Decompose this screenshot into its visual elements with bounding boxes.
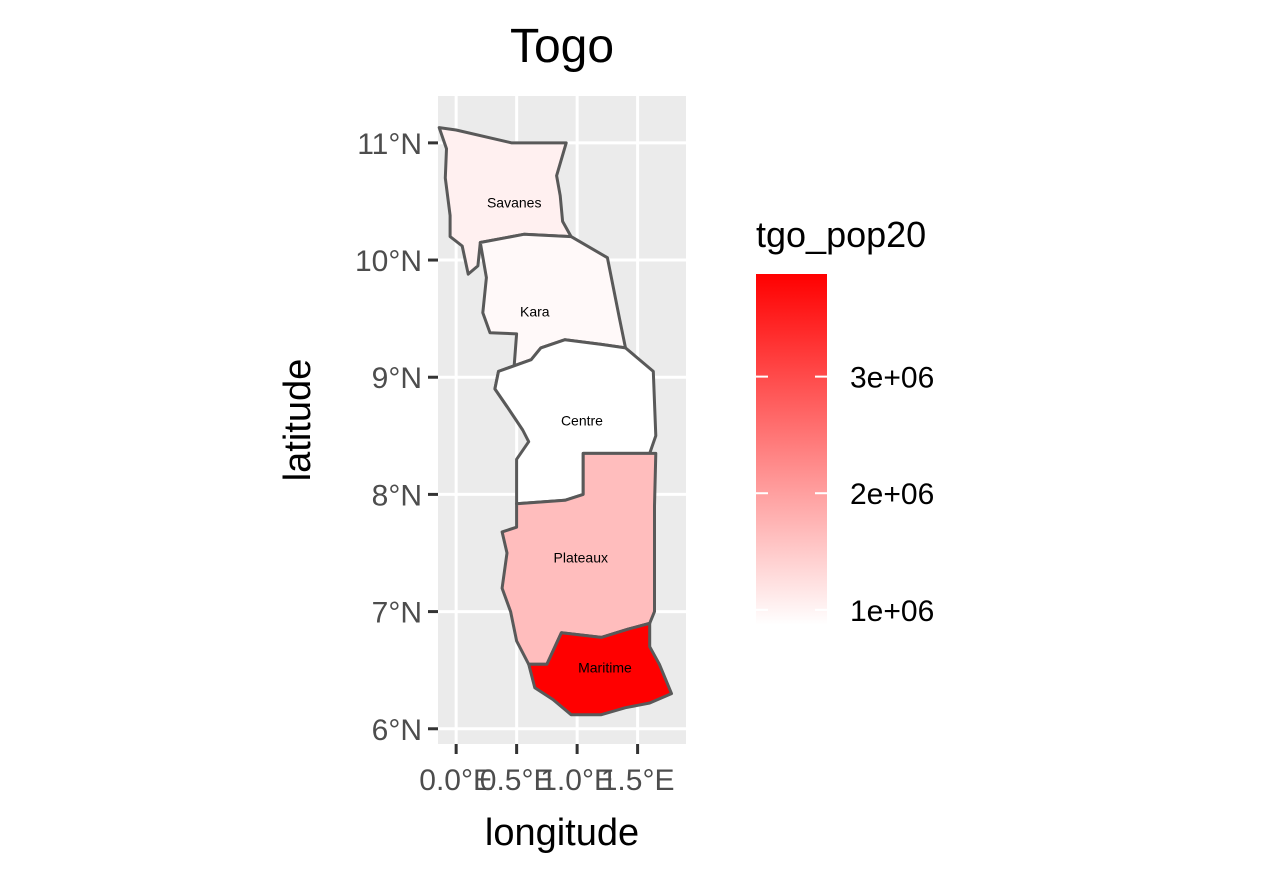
x-tick-label: 0.0°E <box>419 764 493 797</box>
legend-title: tgo_pop20 <box>756 214 926 255</box>
legend-ticks: 1e+06 2e+06 3e+06 <box>756 362 934 628</box>
y-tick-label: 10°N <box>355 245 422 278</box>
x-tick-label: 1.0°E <box>540 764 614 797</box>
region-label-centre: Centre <box>561 412 603 428</box>
x-tick-label: 0.5°E <box>480 764 554 797</box>
legend-label: 3e+06 <box>850 362 934 395</box>
y-tick-label: 9°N <box>372 362 422 395</box>
region-maritime <box>527 621 673 717</box>
region-layer <box>437 126 673 717</box>
x-axis-title: longitude <box>485 812 639 854</box>
chart-title: Togo <box>510 20 614 73</box>
y-axis: 6°N 7°N 8°N 9°N 10°N 11°N <box>355 128 438 747</box>
region-labels: Savanes Kara Centre Plateaux Maritime <box>487 195 632 676</box>
legend-colorbar <box>756 274 827 625</box>
y-axis-title: latitude <box>277 359 319 482</box>
legend-label: 1e+06 <box>850 595 934 628</box>
region-label-plateaux: Plateaux <box>554 550 608 566</box>
region-label-savanes: Savanes <box>487 195 541 211</box>
y-tick-label: 7°N <box>372 597 422 630</box>
x-tick-label: 1.5°E <box>601 764 675 797</box>
region-label-maritime: Maritime <box>578 660 632 676</box>
legend-label: 2e+06 <box>850 478 934 511</box>
color-legend: tgo_pop20 1e+06 2e+06 3e+06 <box>756 214 934 628</box>
y-tick-label: 8°N <box>372 479 422 512</box>
region-label-kara: Kara <box>520 303 550 319</box>
x-axis: 0.0°E0.5°E1.0°E1.5°E <box>419 744 674 797</box>
y-tick-label: 11°N <box>357 128 422 161</box>
y-tick-label: 6°N <box>372 714 422 747</box>
